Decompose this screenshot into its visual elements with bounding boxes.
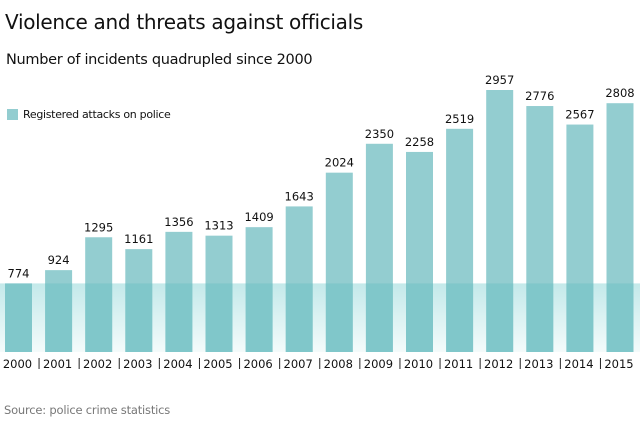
data-label-2005: 1313 <box>204 219 233 233</box>
data-label-2002: 1295 <box>84 220 113 234</box>
bar-2005 <box>205 235 233 352</box>
x-tick-label-2001: 2001 <box>43 357 72 371</box>
x-tick-label-2000: 2000 <box>3 357 32 371</box>
band-overlap-2003 <box>125 283 153 352</box>
x-tick-label-2004: 2004 <box>163 357 192 371</box>
x-tick-label-2010: 2010 <box>404 357 433 371</box>
data-label-2013: 2776 <box>525 89 554 103</box>
band-overlap-2010 <box>406 283 433 352</box>
x-tick-label-2007: 2007 <box>284 357 313 371</box>
x-tick-label-2009: 2009 <box>364 357 393 371</box>
band-overlap-2006 <box>245 283 273 352</box>
chart-title: Violence and threats against officials <box>5 10 364 34</box>
x-tick-label-2008: 2008 <box>324 357 353 371</box>
band-overlap-2002 <box>85 283 113 352</box>
data-label-2008: 2024 <box>325 156 354 170</box>
bar-2009 <box>365 143 393 352</box>
data-label-2007: 1643 <box>285 189 314 203</box>
data-label-2015: 2808 <box>605 86 634 100</box>
band-overlap-2009 <box>365 283 393 352</box>
data-label-2006: 1409 <box>244 210 273 224</box>
bar-2012 <box>486 90 514 352</box>
x-tick-label-2005: 2005 <box>203 357 232 371</box>
data-label-2001: 924 <box>48 253 70 267</box>
bar-2000 <box>5 283 32 352</box>
bar-2014 <box>566 124 594 352</box>
data-label-2011: 2519 <box>445 112 474 126</box>
data-label-2000: 774 <box>8 266 30 280</box>
band-overlap-2014 <box>566 283 594 352</box>
bar-2004 <box>165 231 193 352</box>
x-tick-label-2011: 2011 <box>444 357 473 371</box>
legend-label: Registered attacks on police <box>23 108 171 121</box>
x-tick-label-2006: 2006 <box>243 357 272 371</box>
data-label-2009: 2350 <box>365 127 394 141</box>
bar-2010 <box>406 151 433 352</box>
band-overlap-2011 <box>446 283 474 352</box>
source-note: Source: police crime statistics <box>4 403 171 417</box>
x-tick-label-2013: 2013 <box>524 357 553 371</box>
bar-2013 <box>526 106 554 352</box>
x-tick-label-2014: 2014 <box>564 357 593 371</box>
bar-2015 <box>606 103 634 352</box>
band-overlap-2004 <box>165 283 193 352</box>
legend: Registered attacks on police <box>7 108 171 121</box>
bar-2007 <box>285 206 313 352</box>
bar-2006 <box>245 227 273 352</box>
band-overlap-2001 <box>45 283 73 352</box>
x-tick-label-2012: 2012 <box>484 357 513 371</box>
bar-2001 <box>45 270 73 352</box>
data-label-2010: 2258 <box>405 135 434 149</box>
band-overlap-2013 <box>526 283 554 352</box>
band-overlap-2000 <box>5 283 32 352</box>
bar-2002 <box>85 237 113 352</box>
legend-swatch <box>7 109 18 120</box>
chart-subtitle: Number of incidents quadrupled since 200… <box>6 52 313 68</box>
data-label-2014: 2567 <box>565 108 594 122</box>
bar-2003 <box>125 249 153 352</box>
x-tick-label-2015: 2015 <box>604 357 633 371</box>
data-label-2012: 2957 <box>485 73 514 87</box>
band-overlap-2005 <box>205 283 233 352</box>
data-label-2003: 1161 <box>124 232 153 246</box>
band-overlap-2008 <box>325 283 353 352</box>
x-tick-label-2002: 2002 <box>83 357 112 371</box>
bar-2011 <box>446 128 474 352</box>
band-overlap-2007 <box>285 283 313 352</box>
data-label-2004: 1356 <box>164 215 193 229</box>
band-overlap-2015 <box>606 283 634 352</box>
band-overlap-2012 <box>486 283 514 352</box>
x-tick-label-2003: 2003 <box>123 357 152 371</box>
bar-2008 <box>325 172 353 352</box>
